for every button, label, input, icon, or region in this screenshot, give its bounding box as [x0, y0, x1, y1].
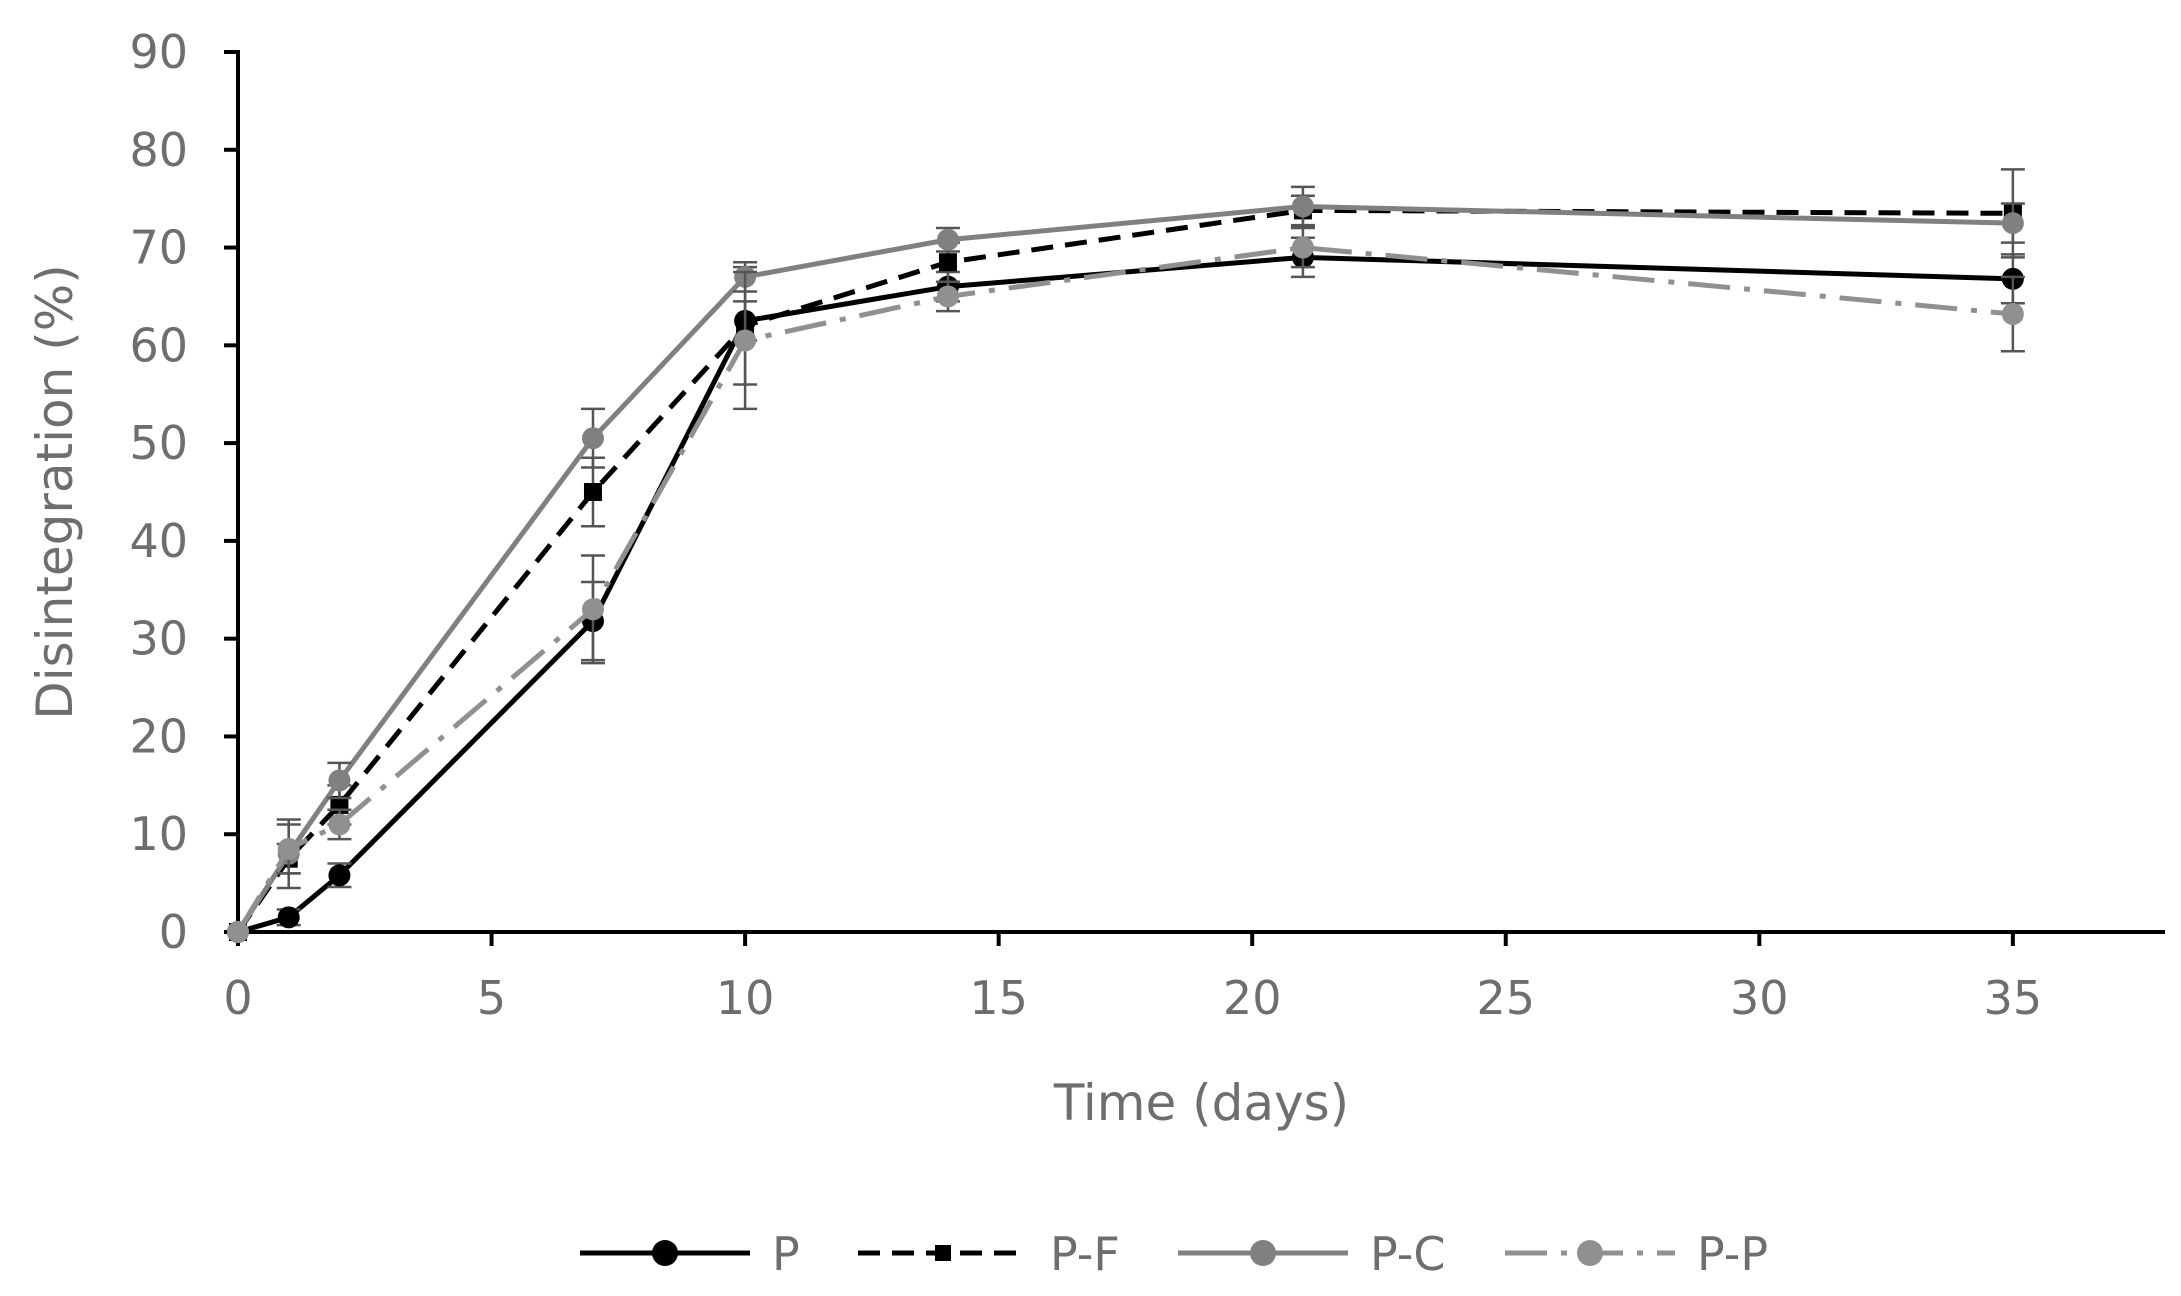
- y-tick-label: 50: [129, 416, 188, 470]
- x-tick-label: 35: [1984, 971, 2043, 1025]
- legend-marker: [935, 1245, 951, 1261]
- legend: P P-F P-C P-P: [580, 1227, 1768, 1281]
- data-point: [2001, 303, 2024, 326]
- y-tick-label: 20: [129, 709, 188, 763]
- legend-label: P-C: [1370, 1227, 1445, 1281]
- series-line-p-c: [235, 203, 2013, 934]
- data-point: [328, 864, 351, 887]
- y-axis-title: Disintegration (%): [26, 264, 84, 720]
- y-tick-label: 80: [129, 123, 188, 177]
- data-point: [227, 921, 249, 943]
- y-tick-label: 0: [159, 905, 188, 959]
- axes: 0 10 20 30 40 50 60 70 80 90 0 5 10 15 20 25 30 35: [129, 25, 2165, 1025]
- y-tick-label: 40: [129, 514, 188, 568]
- data-point: [581, 598, 604, 621]
- x-axis-title: Time (days): [1053, 1074, 1349, 1132]
- y-tick-label: 60: [129, 318, 188, 372]
- y-tick-label: 10: [129, 807, 188, 861]
- legend-label: P-F: [1050, 1227, 1120, 1281]
- data-point: [734, 329, 757, 352]
- data-point: [328, 813, 351, 836]
- data-point: [1291, 195, 1314, 218]
- data-point: [583, 483, 602, 501]
- data-point: [2001, 212, 2024, 235]
- data-point: [936, 285, 959, 308]
- series-p: [227, 236, 2025, 943]
- legend-item-p: P: [580, 1227, 800, 1281]
- legend-label: P: [772, 1227, 800, 1281]
- data-point: [277, 906, 300, 929]
- series-p-f: [229, 168, 2025, 941]
- x-tick-label: 0: [223, 971, 252, 1025]
- data-point: [938, 253, 957, 272]
- legend-marker: [1577, 1240, 1603, 1266]
- x-tick-label: 10: [716, 971, 775, 1025]
- x-tick-label: 25: [1476, 971, 1535, 1025]
- y-tick-label: 70: [129, 221, 188, 275]
- series-line-p-f: [235, 207, 2013, 934]
- legend-marker: [652, 1240, 678, 1266]
- legend-item-p-c: P-C: [1178, 1227, 1445, 1281]
- x-tick-label: 20: [1223, 971, 1282, 1025]
- legend-label: P-P: [1697, 1227, 1768, 1281]
- series-p-c: [227, 185, 2025, 943]
- legend-item-p-p: P-P: [1505, 1227, 1768, 1281]
- x-tick-label: 15: [969, 971, 1028, 1025]
- series-line-p: [237, 254, 2013, 935]
- data-point: [277, 837, 300, 860]
- y-tick-label: 90: [129, 25, 188, 79]
- data-point: [1291, 236, 1314, 259]
- series-p-p: [227, 226, 2025, 943]
- y-tick-label: 30: [129, 612, 188, 666]
- data-point: [328, 769, 351, 792]
- data-point: [581, 427, 604, 450]
- legend-item-p-f: P-F: [858, 1227, 1120, 1281]
- data-point: [936, 228, 959, 251]
- plot-area: [227, 168, 2025, 943]
- series-line-p-p: [235, 245, 2014, 934]
- x-tick-label: 30: [1730, 971, 1789, 1025]
- x-tick-label: 5: [477, 971, 506, 1025]
- legend-marker: [1250, 1240, 1276, 1266]
